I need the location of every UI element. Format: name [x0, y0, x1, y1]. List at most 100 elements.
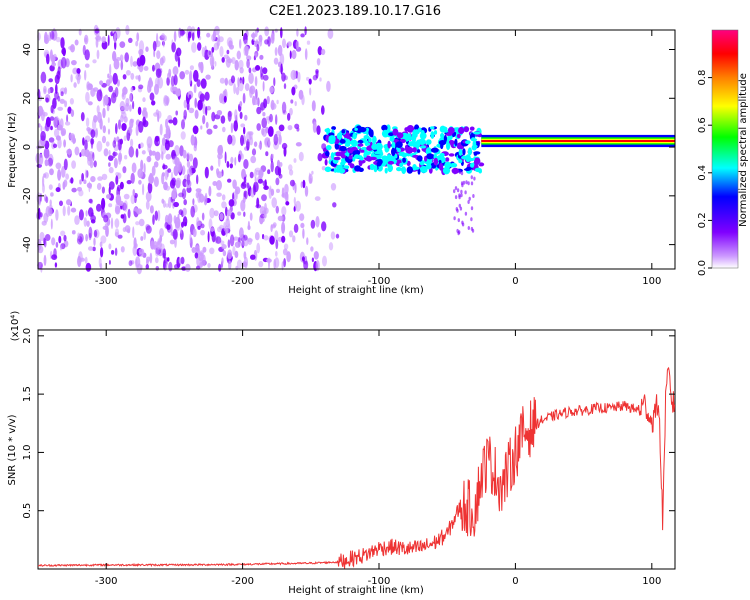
spectrogram-cell [217, 226, 223, 233]
spectrogram-cell [240, 199, 246, 212]
spectrogram-cell [156, 50, 161, 60]
snr-scale-label: (x10⁴) [10, 311, 21, 342]
spectrogram-cell [299, 213, 305, 222]
spectrogram-cell [186, 186, 192, 193]
spectrogram-cell [233, 83, 237, 95]
spectrogram-cell [288, 230, 294, 238]
spectrogram-cell [173, 165, 179, 177]
spectrogram-cell [269, 113, 273, 123]
spectrogram-cell [240, 134, 244, 146]
spectrogram-cell [44, 140, 50, 150]
spectrogram-cell [365, 127, 370, 136]
spectrogram-cell [137, 106, 142, 116]
spectrogram-cell [80, 112, 85, 122]
spectrogram-cell [430, 147, 439, 153]
spectrogram-cell [151, 150, 156, 156]
spectrogram-cell [289, 179, 296, 187]
spectrogram-cell [472, 194, 475, 198]
spectrogram-cell [100, 235, 107, 244]
spectrogram-cell [132, 245, 138, 256]
spectrogram-cell [193, 69, 199, 82]
spectrogram-cell [290, 69, 297, 81]
spectrogram-cell [304, 255, 308, 262]
spectrogram-cell [148, 174, 155, 185]
spectrogram-cell [173, 201, 180, 208]
spectrogram-cell [249, 212, 253, 221]
spectrogram-cell [145, 111, 149, 119]
spectrogram-cell [83, 217, 88, 227]
spectrogram-cell [282, 38, 286, 49]
spectrogram-cell [295, 200, 301, 212]
spectrogram-cell [201, 212, 205, 221]
spectrogram-cell [177, 213, 180, 220]
spectrogram-cell [268, 137, 271, 148]
spectrogram-cell [311, 257, 314, 263]
spectrogram-cell [311, 100, 316, 112]
spectrogram-cell [294, 101, 297, 107]
spectrogram-cell [132, 61, 138, 67]
spectrogram-cell [348, 155, 353, 160]
spectrogram-cell [231, 57, 236, 64]
spectrogram-cell [284, 183, 289, 195]
spectrogram-cell [90, 129, 96, 139]
spectrogram-cell [438, 140, 447, 146]
snr-xtick-label: -300 [95, 576, 118, 587]
spectrogram-cell [63, 234, 67, 242]
spectrogram-cell [94, 28, 100, 34]
snr-xtick-label: 0 [512, 576, 518, 587]
spectrogram-cell [119, 54, 124, 62]
spectrogram-cell [70, 74, 73, 83]
spectrogram-cell [227, 239, 231, 249]
spectrogram-cell [96, 140, 103, 152]
spectrogram-cell [285, 201, 290, 206]
spectrogram-cell [317, 232, 321, 238]
spectrogram-cell [186, 173, 191, 186]
spectrogram-cell [183, 109, 187, 120]
spectrogram-cell [108, 166, 114, 174]
spectrogram-cell [82, 44, 86, 56]
snr-xticks: -300 -200 -100 0 100 [95, 330, 661, 587]
spectrogram-cell [74, 146, 80, 156]
spectrogram-cell [66, 199, 72, 206]
spectrogram-cell [165, 185, 171, 191]
spectrogram-cell [442, 166, 451, 175]
spectrogram-cell [317, 153, 323, 162]
spectrogram-cell [304, 48, 308, 61]
spectrogram-cell [88, 246, 94, 251]
spectrogram-cell [138, 40, 145, 53]
spectrogram-cell [333, 156, 341, 161]
spectrogram-cell [227, 134, 233, 145]
spectrogram-cell [429, 126, 435, 130]
spectrogram-cell [247, 220, 250, 231]
spectrogram-cell [261, 194, 267, 202]
spectrogram-cell [130, 138, 134, 148]
spectrogram-cell [71, 60, 77, 66]
spectrogram-cell [175, 89, 181, 96]
spectrogram-cell [112, 140, 117, 148]
spectrogram-cell [92, 246, 96, 252]
spectrogram-cell [237, 211, 242, 216]
spectrogram-cell [204, 192, 208, 205]
spectrogram-cell [122, 92, 125, 97]
spectrogram-cell [85, 91, 90, 103]
spectrogram-cell [458, 203, 461, 208]
spectrogram-xtick-label: -200 [231, 276, 254, 287]
spectrogram-cell [57, 124, 63, 131]
spectrogram-cell [237, 153, 241, 163]
spectrogram-cell [236, 50, 241, 60]
spectrogram-cell [255, 88, 258, 100]
spectrogram-cell [40, 71, 47, 84]
spectrogram-cell [104, 94, 109, 106]
spectrogram-cell [218, 263, 222, 272]
spectrogram-cell [77, 232, 81, 240]
spectrogram-cell [230, 122, 234, 134]
spectrogram-cell [119, 41, 126, 48]
spectrogram-cell [96, 49, 100, 60]
spectrogram-cell [239, 38, 242, 49]
spectrogram-cell [116, 57, 121, 61]
spectrogram-cell [306, 237, 309, 246]
spectrogram-cell [376, 148, 383, 155]
spectrogram-cell [89, 160, 94, 169]
spectrogram-cell [293, 223, 299, 233]
spectrogram-cell [140, 236, 144, 241]
